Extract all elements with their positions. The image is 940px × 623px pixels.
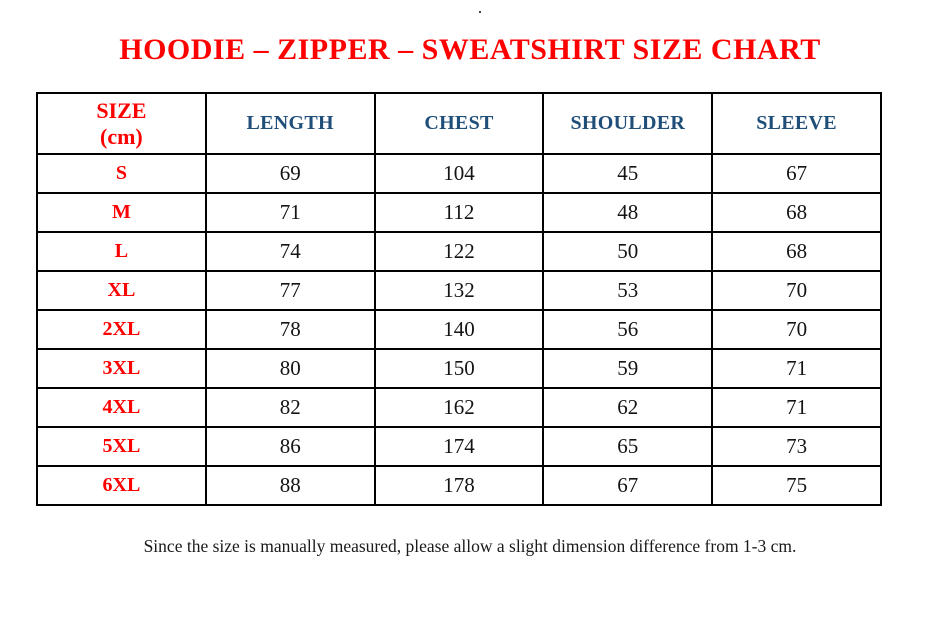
length-cell: 82: [204, 387, 376, 428]
chest-cell: 140: [373, 309, 545, 350]
size-cell: 3XL: [36, 348, 207, 389]
length-cell: 88: [204, 465, 376, 506]
chest-cell: 104: [373, 153, 545, 194]
table-header-row: SIZE (cm) LENGTH CHEST SHOULDER SLEEVE: [36, 92, 882, 155]
shoulder-cell: 65: [542, 426, 714, 467]
column-header-chest: CHEST: [373, 92, 545, 155]
sleeve-cell: 68: [711, 192, 882, 233]
size-cell: 2XL: [36, 309, 207, 350]
sleeve-cell: 73: [711, 426, 882, 467]
length-cell: 77: [204, 270, 376, 311]
shoulder-cell: 53: [542, 270, 714, 311]
shoulder-cell: 62: [542, 387, 714, 428]
length-cell: 80: [204, 348, 376, 389]
chest-cell: 178: [373, 465, 545, 506]
length-cell: 86: [204, 426, 376, 467]
shoulder-cell: 59: [542, 348, 714, 389]
length-cell: 78: [204, 309, 376, 350]
column-header-shoulder: SHOULDER: [542, 92, 714, 155]
size-cell: S: [36, 153, 207, 194]
table-row-6xl: 6XL 88 178 67 75: [36, 465, 882, 506]
size-cell: M: [36, 192, 207, 233]
stray-dot: .: [478, 1, 482, 16]
size-cell: XL: [36, 270, 207, 311]
sleeve-cell: 67: [711, 153, 882, 194]
shoulder-cell: 48: [542, 192, 714, 233]
table-row-3xl: 3XL 80 150 59 71: [36, 348, 882, 389]
table-row-m: M 71 112 48 68: [36, 192, 882, 233]
chest-cell: 162: [373, 387, 545, 428]
table-row-4xl: 4XL 82 162 62 71: [36, 387, 882, 428]
size-cell: 4XL: [36, 387, 207, 428]
chest-cell: 150: [373, 348, 545, 389]
size-header-line1: SIZE: [96, 97, 147, 123]
size-cell: 5XL: [36, 426, 207, 467]
column-header-size: SIZE (cm): [36, 92, 207, 155]
page-title: HOODIE – ZIPPER – SWEATSHIRT SIZE CHART: [119, 33, 821, 66]
column-header-length: LENGTH: [204, 92, 376, 155]
length-cell: 69: [204, 153, 376, 194]
sleeve-cell: 68: [711, 231, 882, 272]
chest-cell: 132: [373, 270, 545, 311]
sleeve-cell: 71: [711, 387, 882, 428]
sleeve-cell: 70: [711, 270, 882, 311]
table-row-xl: XL 77 132 53 70: [36, 270, 882, 311]
size-header-line2: (cm): [100, 123, 143, 149]
chest-cell: 174: [373, 426, 545, 467]
table-row-5xl: 5XL 86 174 65 73: [36, 426, 882, 467]
size-cell: L: [36, 231, 207, 272]
sleeve-cell: 70: [711, 309, 882, 350]
length-cell: 74: [204, 231, 376, 272]
chest-cell: 122: [373, 231, 545, 272]
sleeve-cell: 71: [711, 348, 882, 389]
column-header-sleeve: SLEEVE: [711, 92, 882, 155]
sleeve-cell: 75: [711, 465, 882, 506]
length-cell: 71: [204, 192, 376, 233]
size-chart-table: SIZE (cm) LENGTH CHEST SHOULDER SLEEVE S…: [36, 92, 882, 506]
table-row-s: S 69 104 45 67: [36, 153, 882, 194]
shoulder-cell: 56: [542, 309, 714, 350]
shoulder-cell: 67: [542, 465, 714, 506]
table-row-l: L 74 122 50 68: [36, 231, 882, 272]
shoulder-cell: 50: [542, 231, 714, 272]
table-row-2xl: 2XL 78 140 56 70: [36, 309, 882, 350]
shoulder-cell: 45: [542, 153, 714, 194]
measurement-disclaimer: Since the size is manually measured, ple…: [143, 536, 797, 556]
chest-cell: 112: [373, 192, 545, 233]
size-cell: 6XL: [36, 465, 207, 506]
